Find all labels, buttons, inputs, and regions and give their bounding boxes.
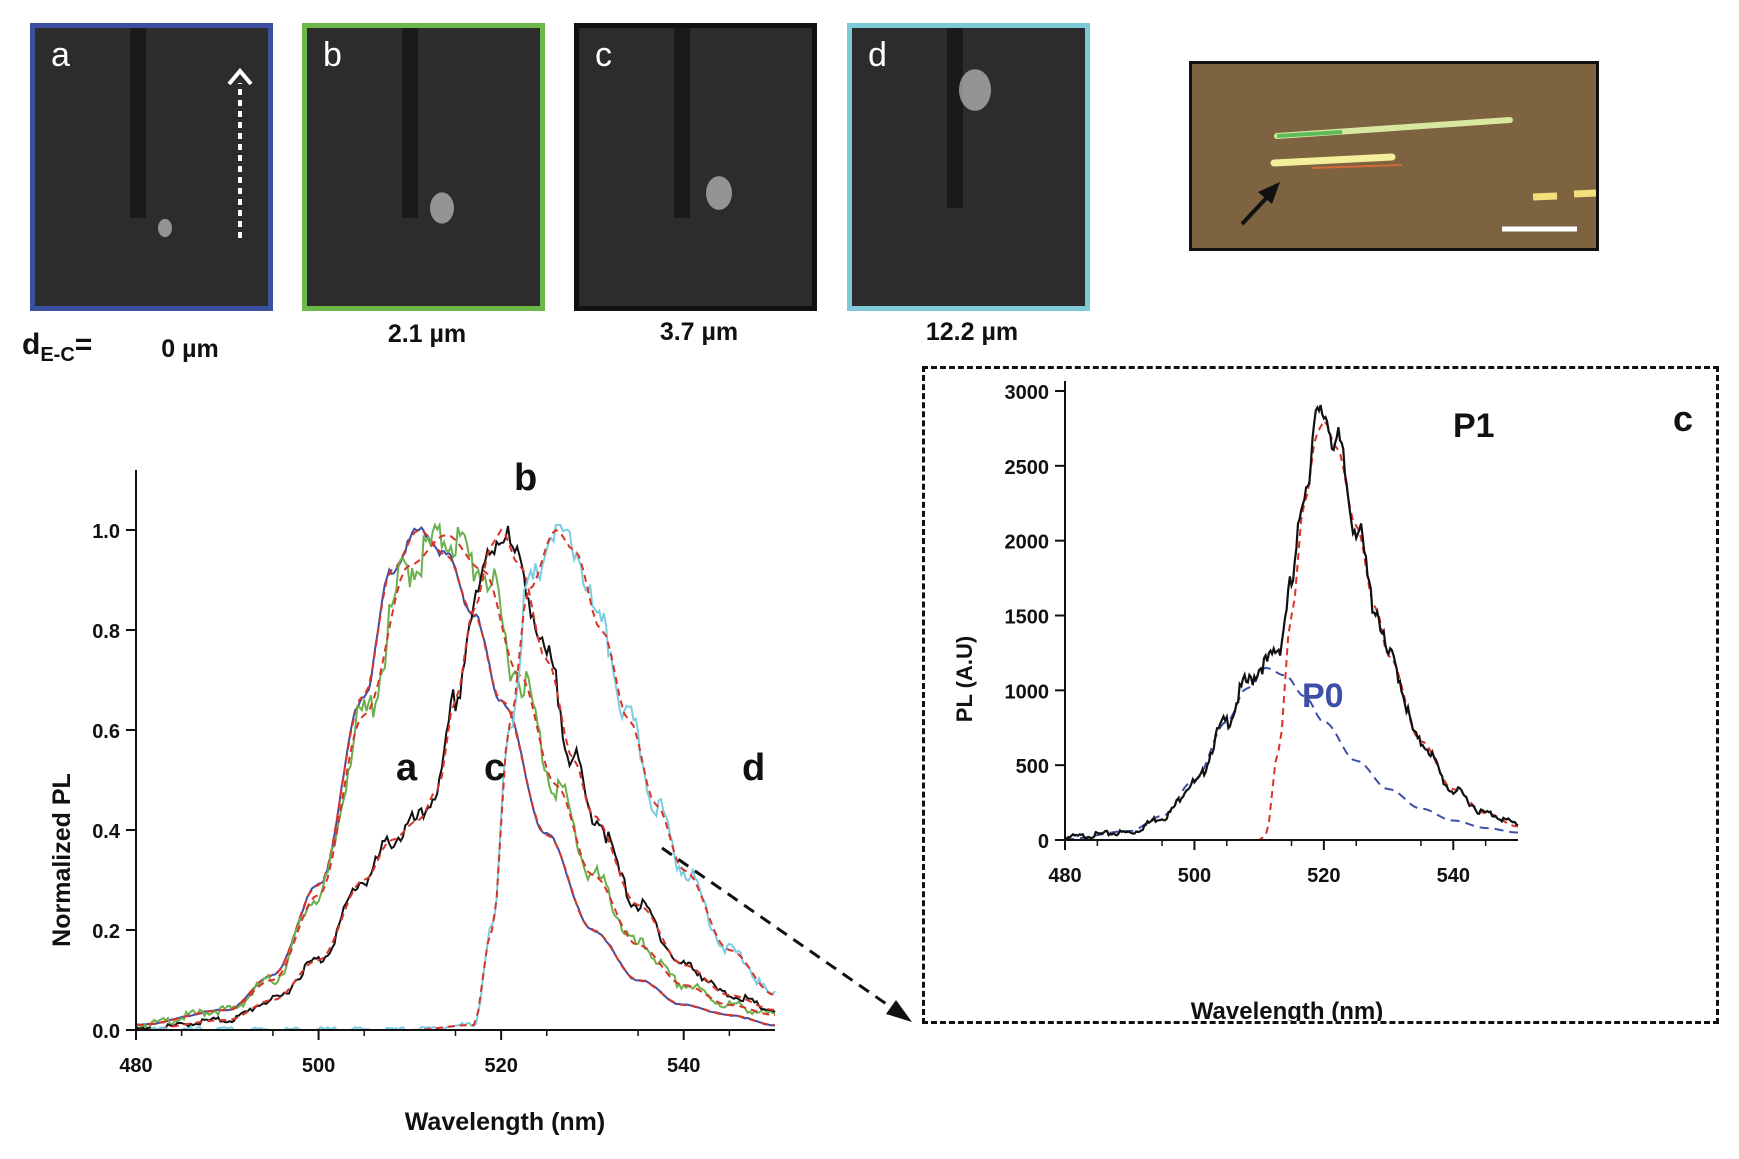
probe-shadow — [947, 28, 963, 208]
y-tick-label: 2000 — [1005, 532, 1050, 554]
probe-shadow — [402, 28, 418, 218]
arrow-head-icon — [1258, 182, 1280, 204]
curve-label-b: b — [514, 457, 537, 499]
panel-letter: d — [868, 36, 887, 74]
panel-distance-c: 3.7 µm — [659, 318, 739, 346]
panel-distance-b: 2.1 µm — [387, 320, 467, 348]
panel-distance-a: 0 µm — [161, 335, 219, 363]
panel-letter: a — [51, 36, 70, 74]
x-axis-label: Wavelength (nm) — [405, 1108, 605, 1136]
emission-spot — [430, 192, 454, 224]
series-b-fit — [135, 533, 776, 1026]
probe-shadow — [130, 28, 146, 218]
nanowire-short — [1270, 153, 1396, 167]
distance-label: dE-C= — [22, 328, 93, 366]
series-b-line — [135, 521, 776, 1030]
inset-panel-letter: c — [1673, 398, 1693, 439]
x-tick-label: 480 — [1048, 865, 1081, 887]
inset-panel — [922, 366, 1719, 1024]
image-panel-d: d — [847, 23, 1090, 311]
y-tick-label: 0.4 — [92, 821, 121, 843]
image-panel-c: c — [574, 23, 817, 311]
y-tick-label: 0.8 — [92, 621, 120, 643]
y-tick-label: 0.6 — [92, 721, 120, 743]
p1-fit-line — [1065, 419, 1519, 841]
y-tick-label: 0 — [1038, 831, 1049, 853]
curve-label-a: a — [396, 747, 418, 789]
nanowire-green-tip — [1276, 130, 1343, 138]
x-tick-label: 480 — [119, 1055, 152, 1077]
y-axis-label: Normalized PL — [48, 773, 76, 947]
x-tick-label: 500 — [302, 1055, 335, 1077]
emission-spot — [959, 69, 991, 111]
panel-letter: b — [323, 36, 342, 74]
panel-distance-d: 12.2 µm — [925, 318, 1019, 346]
emission-spot — [706, 176, 732, 210]
x-tick-label: 520 — [484, 1055, 517, 1077]
y-tick-label: 2500 — [1005, 457, 1050, 479]
probe-shadow — [674, 28, 690, 218]
y-tick-label: 0.2 — [92, 921, 120, 943]
zoom-arrow-head-icon — [886, 1000, 912, 1022]
y-tick-label: 0.0 — [92, 1021, 120, 1043]
nanowire-fragment-1 — [1532, 192, 1558, 201]
y-tick-label: 1500 — [1005, 607, 1050, 629]
p0-fit-line — [1064, 666, 1519, 841]
nanowire-red-edge — [1311, 164, 1403, 169]
optical-image — [1189, 61, 1599, 251]
inset-y-axis-label: PL (A.U) — [952, 636, 977, 722]
y-tick-label: 1.0 — [92, 521, 120, 543]
panel-letter: c — [595, 36, 612, 74]
image-panel-b: b — [302, 23, 545, 311]
curve-label-d: d — [742, 747, 765, 789]
y-tick-label: 1000 — [1005, 681, 1050, 703]
peak-label-p1: P1 — [1453, 407, 1495, 445]
data-line — [1064, 404, 1519, 842]
curve-label-c: c — [484, 747, 505, 789]
y-tick-label: 500 — [1016, 756, 1049, 778]
peak-label-p0: P0 — [1302, 677, 1344, 715]
normalized-pl-chart: 480 500 520 540 0.0 0.2 0.4 0.6 0.8 1.0 Wavelengt… — [48, 457, 776, 1136]
y-tick-label: 3000 — [1005, 382, 1050, 404]
nanowire-fragment-2 — [1573, 189, 1596, 198]
series-c-fit — [135, 528, 776, 1031]
x-tick-label: 500 — [1178, 865, 1211, 887]
emission-spot — [158, 218, 172, 238]
x-tick-label: 540 — [667, 1055, 700, 1077]
inset-pl-chart: 480 500 520 540 0 500 1000 1500 2000 2500 3000 c W… — [952, 381, 1693, 1021]
inset-x-axis-label: Wavelength (nm) — [1191, 998, 1383, 1021]
x-tick-label: 540 — [1437, 865, 1470, 887]
x-tick-label: 520 — [1307, 865, 1340, 887]
image-panel-a: a — [30, 23, 273, 311]
